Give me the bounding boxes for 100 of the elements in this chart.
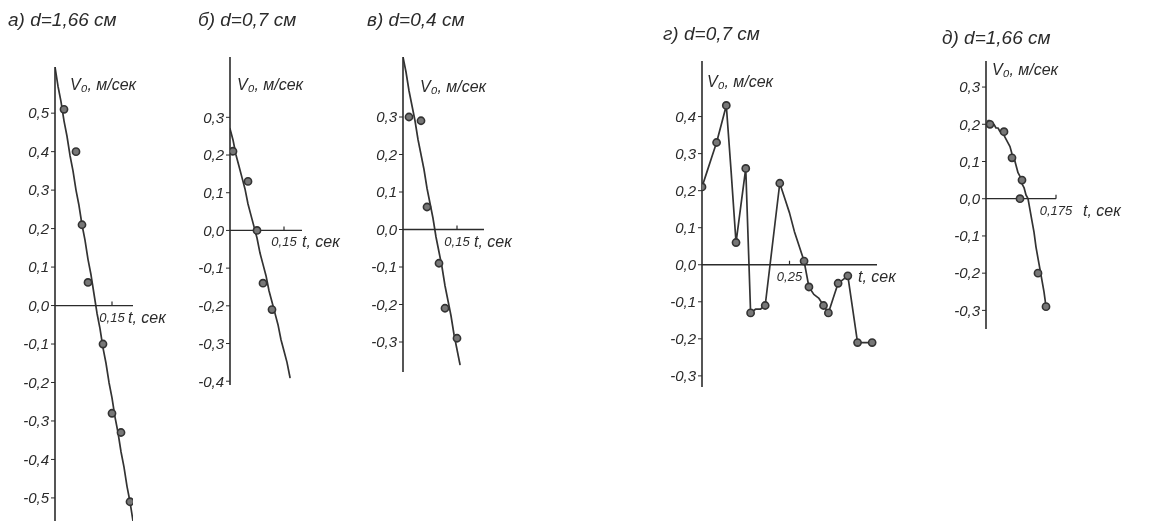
chart-title: а) d=1,66 см <box>8 9 117 31</box>
chart-title: д) d=1,66 см <box>942 27 1051 49</box>
y-tick-label: 0,0 <box>675 256 697 274</box>
point <box>843 271 853 281</box>
y-tick-label: 0,2 <box>28 219 50 237</box>
y-tick-label: -0,2 <box>23 373 50 391</box>
point <box>819 301 828 310</box>
point <box>416 116 426 126</box>
point <box>71 147 81 157</box>
y-tick-label: -0,2 <box>670 330 697 348</box>
point <box>83 278 93 287</box>
x-axis-title: t, сек <box>1083 201 1121 220</box>
point <box>1007 153 1017 163</box>
y-tick-label: 0,3 <box>376 108 398 126</box>
point <box>258 278 268 288</box>
y-axis-title: V₀, м/сек <box>420 78 487 96</box>
point <box>116 428 126 437</box>
y-tick-label: -0,1 <box>371 258 397 276</box>
point <box>775 178 785 188</box>
chart-title: г) d=0,7 см <box>663 23 760 45</box>
point <box>731 238 741 247</box>
y-tick-label: -0,3 <box>670 367 697 385</box>
y-tick-label: -0,4 <box>198 372 224 390</box>
point <box>59 104 69 114</box>
point <box>823 308 833 318</box>
y-tick-label: 0,3 <box>203 108 225 126</box>
y-tick-label: -0,1 <box>198 259 224 277</box>
point <box>107 408 117 418</box>
x-axis-title: t, сек <box>128 308 166 327</box>
y-axis-title: V₀, м/сек <box>70 76 137 94</box>
point <box>799 256 809 266</box>
x-axis-title: t, сек <box>858 267 896 286</box>
point <box>422 202 432 212</box>
y-axis-title: V₀, м/сек <box>237 76 304 94</box>
point <box>712 138 721 147</box>
x-axis-title: t, сек <box>474 232 512 251</box>
y-tick-label: -0,2 <box>954 264 981 282</box>
y-tick-label: 0,0 <box>28 296 50 314</box>
y-tick-label: -0,3 <box>954 301 981 319</box>
y-tick-label: 0,1 <box>203 184 224 202</box>
chart-title: в) d=0,4 см <box>367 9 465 31</box>
point <box>833 278 843 288</box>
point <box>404 112 414 122</box>
point <box>1017 175 1027 185</box>
y-tick-label: -0,3 <box>23 412 50 430</box>
y-tick-label: -0,2 <box>371 295 398 313</box>
x-tick-label: 0,25 <box>776 268 803 284</box>
point <box>746 308 756 318</box>
x-tick-label: 0,15 <box>444 233 471 249</box>
y-tick-label: -0,4 <box>23 450 49 468</box>
chart-title: б) d=0,7 см <box>198 9 297 31</box>
point <box>252 226 262 235</box>
point <box>986 119 995 129</box>
x-tick-label: 0,15 <box>271 234 298 250</box>
y-tick-label: 0,2 <box>203 146 225 164</box>
y-tick-label: -0,1 <box>670 293 696 311</box>
y-tick-label: -0,2 <box>198 297 225 315</box>
point <box>440 303 450 313</box>
y-tick-label: 0,5 <box>28 104 50 122</box>
point <box>867 338 877 347</box>
point <box>77 220 87 230</box>
y-axis-title: V₀, м/сек <box>707 73 774 91</box>
point <box>125 497 133 507</box>
point <box>98 339 108 349</box>
point <box>452 333 462 343</box>
y-tick-label: 0,4 <box>675 107 696 125</box>
point <box>1033 268 1043 278</box>
y-tick-label: 0,3 <box>28 181 50 199</box>
y-tick-label: 0,0 <box>959 190 981 208</box>
y-tick-label: 0,4 <box>28 142 49 160</box>
point <box>267 305 277 314</box>
point <box>721 101 731 110</box>
y-tick-label: 0,1 <box>376 183 397 201</box>
point <box>1015 194 1025 204</box>
point <box>999 127 1009 137</box>
y-tick-label: -0,3 <box>371 333 398 351</box>
point <box>853 338 862 347</box>
y-tick-label: -0,1 <box>954 227 980 245</box>
point <box>1041 302 1051 312</box>
point <box>434 258 444 268</box>
y-tick-label: 0,0 <box>203 221 225 239</box>
y-tick-label: 0,0 <box>376 220 398 238</box>
point <box>230 146 238 156</box>
y-tick-label: -0,1 <box>23 335 49 353</box>
y-tick-label: 0,3 <box>675 144 697 162</box>
point <box>741 164 751 173</box>
y-tick-label: 0,2 <box>675 181 697 199</box>
y-tick-label: 0,1 <box>28 258 49 276</box>
y-tick-label: 0,1 <box>675 219 696 237</box>
y-tick-label: -0,5 <box>23 489 50 507</box>
y-tick-label: 0,2 <box>959 115 981 133</box>
point <box>760 301 770 310</box>
y-axis-title: V₀, м/сек <box>992 61 1059 79</box>
point <box>243 177 253 186</box>
y-tick-label: 0,1 <box>959 152 980 170</box>
y-tick-label: -0,3 <box>198 334 225 352</box>
x-axis-title: t, сек <box>302 233 340 252</box>
x-tick-label: 0,15 <box>99 309 126 325</box>
x-tick-label: 0,175 <box>1039 202 1074 218</box>
y-tick-label: 0,3 <box>959 78 981 96</box>
